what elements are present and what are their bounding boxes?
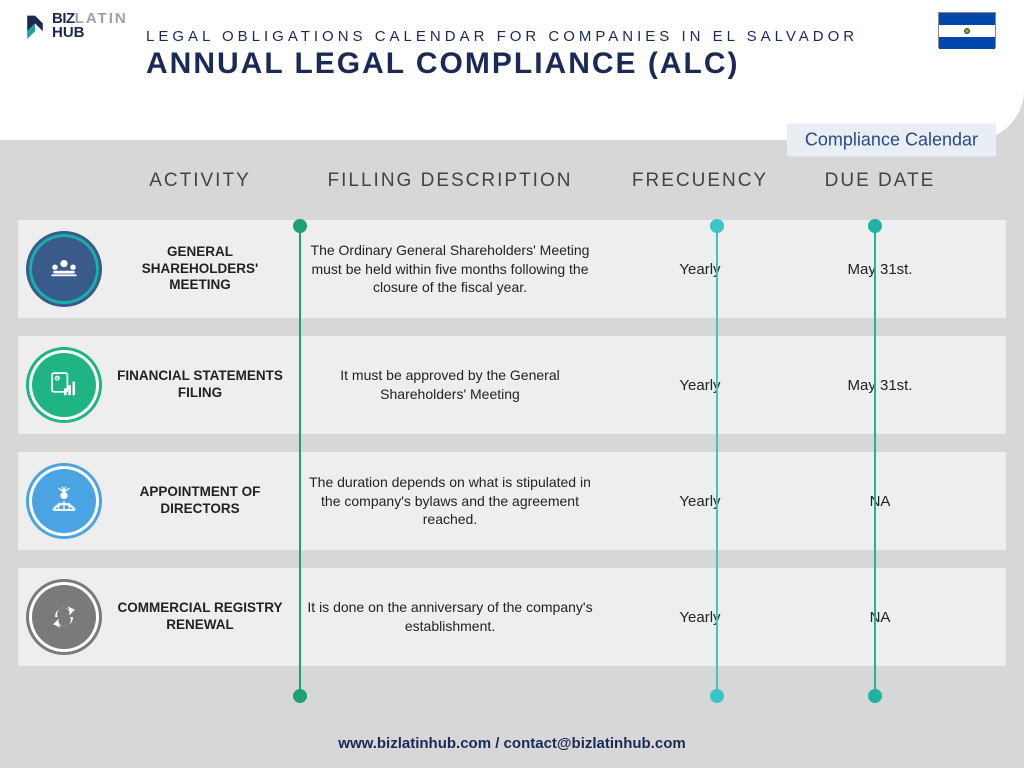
logo-text: BIZLATIN HUB — [52, 12, 128, 39]
description-text: The Ordinary General Shareholders' Meeti… — [290, 241, 610, 298]
footer-contact: www.bizlatinhub.com / contact@bizlatinhu… — [0, 735, 1024, 752]
description-text: It must be approved by the General Share… — [290, 366, 610, 404]
activity-label: COMMERCIAL REGISTRY RENEWAL — [110, 600, 290, 634]
table-row: COMMERCIAL REGISTRY RENEWALIt is done on… — [18, 568, 1006, 666]
table-row: $FINANCIAL STATEMENTS FILINGIt must be a… — [18, 336, 1006, 434]
table-row: GENERAL SHAREHOLDERS' MEETINGThe Ordinar… — [18, 220, 1006, 318]
frequency-text: Yearly — [610, 377, 790, 394]
table-row: APPOINTMENT OF DIRECTORSThe duration dep… — [18, 452, 1006, 550]
logo: BIZLATIN HUB — [22, 12, 128, 39]
compliance-table: ACTIVITY FILLING DESCRIPTION FRECUENCY D… — [0, 140, 1024, 666]
timeline-pin — [716, 226, 718, 696]
page-subtitle: LEGAL OBLIGATIONS CALENDAR FOR COMPANIES… — [146, 28, 994, 45]
col-due: DUE DATE — [790, 170, 970, 192]
frequency-text: Yearly — [610, 609, 790, 626]
header: BIZLATIN HUB LEGAL OBLIGATIONS CALENDAR … — [0, 0, 1024, 140]
row-icon — [18, 237, 110, 301]
frequency-text: Yearly — [610, 261, 790, 278]
due-date-text: NA — [790, 609, 970, 626]
row-icon — [18, 585, 110, 649]
description-text: The duration depends on what is stipulat… — [290, 473, 610, 530]
activity-label: GENERAL SHAREHOLDERS' MEETING — [110, 244, 290, 295]
logo-icon — [22, 13, 48, 39]
due-date-text: NA — [790, 493, 970, 510]
flag-el-salvador-icon — [938, 12, 996, 48]
page-title: ANNUAL LEGAL COMPLIANCE (ALC) — [146, 47, 994, 81]
activity-label: FINANCIAL STATEMENTS FILING — [110, 368, 290, 402]
table-header: ACTIVITY FILLING DESCRIPTION FRECUENCY D… — [18, 170, 1006, 192]
frequency-text: Yearly — [610, 493, 790, 510]
row-icon: $ — [18, 353, 110, 417]
timeline-pin — [299, 226, 301, 696]
row-icon — [18, 469, 110, 533]
activity-label: APPOINTMENT OF DIRECTORS — [110, 484, 290, 518]
timeline-pin — [874, 226, 876, 696]
due-date-text: May 31st. — [790, 377, 970, 394]
due-date-text: May 31st. — [790, 261, 970, 278]
col-activity: ACTIVITY — [110, 170, 290, 192]
description-text: It is done on the anniversary of the com… — [290, 598, 610, 636]
col-description: FILLING DESCRIPTION — [290, 170, 610, 192]
col-frequency: FRECUENCY — [610, 170, 790, 192]
